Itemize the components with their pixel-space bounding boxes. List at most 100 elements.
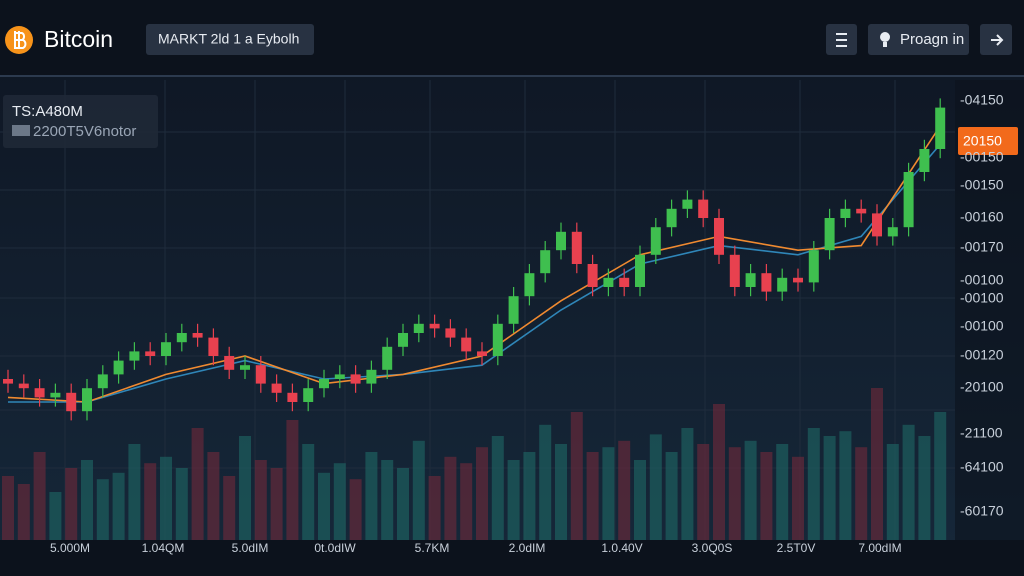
candle-body [745, 273, 756, 287]
candle-body [429, 323, 440, 329]
candle-body [66, 392, 77, 412]
volume-bar [17, 484, 30, 540]
volume-bar [128, 444, 141, 540]
candle-body [587, 264, 598, 287]
menu-icon [836, 33, 847, 47]
candle-body [666, 208, 677, 228]
candle-body [492, 323, 503, 356]
volume-bar [555, 444, 567, 540]
price-axis-label: -00100 [960, 272, 1004, 288]
volume-bar [318, 472, 330, 540]
volume-bar [270, 468, 283, 540]
market-selector[interactable] [146, 24, 314, 55]
candle-body [793, 277, 803, 283]
volume-bar [444, 456, 457, 540]
volume-bar [792, 456, 804, 540]
candle-body [319, 379, 329, 389]
candle-body [366, 369, 377, 384]
volume-bar [665, 452, 678, 540]
candle-body [240, 365, 250, 370]
volume-bar [713, 404, 725, 540]
time-axis-label: 5.000M [50, 541, 90, 555]
candle-body [18, 383, 29, 389]
volume-bar [286, 420, 299, 540]
price-axis-label: -00150 [960, 149, 1004, 165]
volume-bar [728, 447, 741, 540]
candle-body [113, 360, 124, 375]
candle-body [508, 296, 519, 324]
volume-bar [191, 428, 204, 540]
volume-bar [476, 447, 488, 540]
volume-bar [871, 388, 883, 540]
time-axis-label: 3.0Q0S [692, 541, 733, 555]
volume-bar [65, 468, 78, 540]
login-button[interactable] [868, 24, 969, 55]
candle-body [208, 337, 219, 356]
volume-bar [902, 424, 915, 540]
plot [2, 98, 947, 540]
candle-body [761, 273, 772, 292]
volume-bar [618, 440, 631, 540]
time-axis-label: 2.0dIM [509, 541, 546, 555]
candle-body [34, 388, 45, 398]
candle-body [682, 199, 693, 209]
time-axis-label: 5.7KM [415, 541, 450, 555]
candle-body [540, 250, 551, 274]
volume-bar [160, 456, 172, 540]
candle-body [413, 323, 424, 333]
candle-body [698, 199, 709, 218]
price-axis-label: -04150 [960, 92, 1004, 108]
candle-body [255, 365, 266, 384]
price-axis-label: -00170 [960, 239, 1004, 255]
time-axis-label: 5.0dIM [232, 541, 269, 555]
volume-bar [918, 436, 931, 540]
candle-body [729, 254, 740, 287]
candle-body [777, 277, 788, 292]
price-axis-label: -00160 [960, 209, 1004, 225]
volume-bar [112, 472, 125, 540]
candle-body [650, 227, 661, 255]
volume-bar [760, 452, 773, 540]
candle-body [808, 250, 819, 283]
price-axis-label: -00150 [960, 177, 1004, 193]
candle-body [635, 254, 645, 287]
volume-bar [239, 436, 251, 540]
time-axis-label: 1.0.40V [601, 541, 642, 555]
info-line-1: TS:A480M [12, 103, 83, 120]
volume-bar [381, 460, 394, 540]
candle-body [603, 277, 614, 287]
candle-body [919, 149, 930, 172]
candle-body [840, 208, 851, 218]
price-axis-panel [955, 80, 1024, 540]
candle-body [50, 392, 61, 398]
time-axis-label: 2.5T0V [777, 541, 816, 555]
candle-body [935, 107, 946, 149]
candle-body [350, 374, 361, 384]
info-swatch [12, 125, 30, 136]
volume-bar [96, 479, 109, 540]
volume-bar [207, 452, 220, 540]
price-axis-label: -00100 [960, 290, 1004, 306]
price-axis-label: -64100 [960, 459, 1004, 475]
candle-body [382, 346, 393, 370]
volume-bar [570, 412, 583, 540]
volume-bar [33, 452, 46, 540]
logo-text: Bitcoin [44, 26, 113, 52]
candle-body [856, 208, 867, 214]
candle-body [477, 351, 487, 356]
volume-bar [776, 444, 789, 540]
candle-body [145, 351, 156, 356]
candle-body [271, 383, 282, 393]
candle-body [571, 231, 582, 264]
candle-body [887, 227, 898, 237]
volume-bar [460, 463, 473, 540]
volume-bar [839, 431, 852, 540]
volume-bar [412, 440, 425, 540]
bulb-icon [880, 32, 890, 42]
volume-bar [2, 476, 14, 540]
volume-bar [428, 476, 441, 540]
volume-bar [807, 428, 820, 540]
candle-body [461, 337, 472, 352]
price-axis-label: -20100 [960, 379, 1004, 395]
